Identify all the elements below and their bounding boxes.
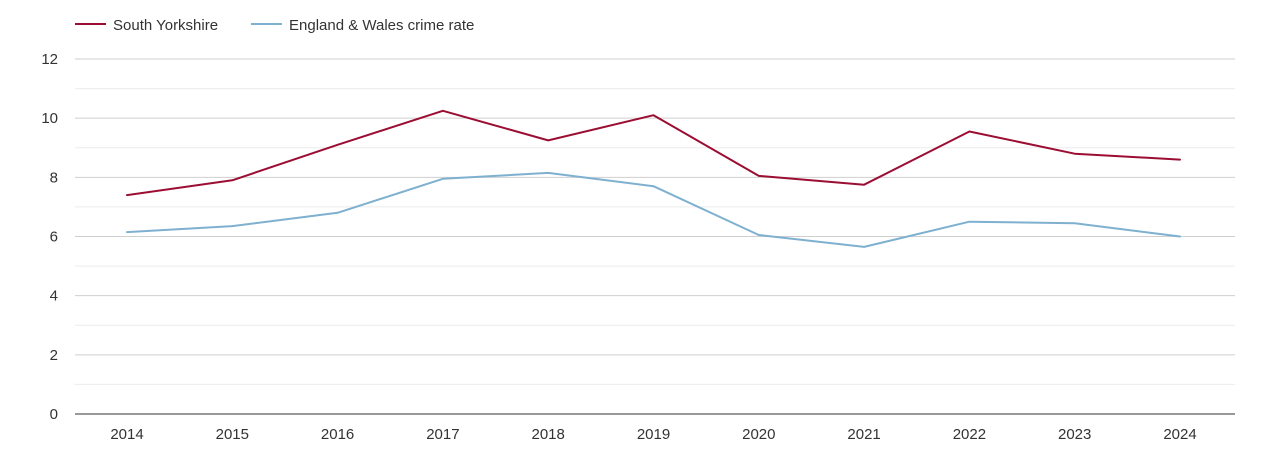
legend-item-england-wales[interactable]: England & Wales crime rate xyxy=(251,17,474,34)
y-tick-label: 0 xyxy=(50,406,58,423)
x-tick-label: 2015 xyxy=(216,426,249,443)
legend-label-south-yorkshire: South Yorkshire xyxy=(113,17,218,34)
chart-legend: South Yorkshire England & Wales crime ra… xyxy=(75,17,474,34)
y-tick-label: 2 xyxy=(50,347,58,364)
x-tick-label: 2016 xyxy=(321,426,354,443)
series-line-0 xyxy=(126,109,1181,197)
x-tick-label: 2014 xyxy=(110,426,143,443)
x-tick-label: 2022 xyxy=(953,426,986,443)
y-tick-label: 10 xyxy=(41,110,58,127)
series-line-1 xyxy=(126,171,1181,248)
x-tick-label: 2018 xyxy=(532,426,565,443)
x-tick-label: 2019 xyxy=(637,426,670,443)
series-lines xyxy=(126,109,1181,248)
y-tick-label: 4 xyxy=(50,288,58,305)
y-tick-label: 6 xyxy=(50,229,58,246)
grid-lines xyxy=(75,58,1235,385)
x-tick-label: 2017 xyxy=(426,426,459,443)
y-tick-label: 8 xyxy=(50,169,58,186)
x-tick-label: 2023 xyxy=(1058,426,1091,443)
x-axis-ticks: 2014 2015 2016 2017 2018 2019 2020 2021 2022 2023… xyxy=(110,426,1196,443)
legend-label-england-wales: England & Wales crime rate xyxy=(289,17,474,34)
x-tick-label: 2020 xyxy=(742,426,775,443)
legend-item-south-yorkshire[interactable]: South Yorkshire xyxy=(75,17,218,34)
x-tick-label: 2024 xyxy=(1163,426,1196,443)
y-tick-label: 12 xyxy=(41,51,58,68)
x-tick-label: 2021 xyxy=(847,426,880,443)
y-axis-ticks: 0 2 4 6 8 10 12 xyxy=(41,51,58,423)
